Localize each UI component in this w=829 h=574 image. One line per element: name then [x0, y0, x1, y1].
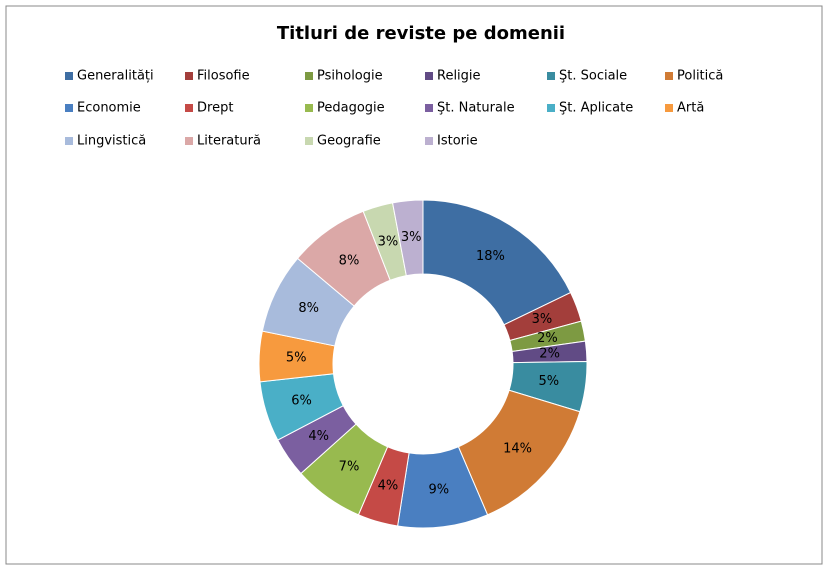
data-label: 14% — [503, 441, 532, 456]
data-label: 3% — [532, 312, 553, 327]
legend-label: Politică — [677, 69, 723, 84]
legend-label: Lingvistică — [77, 134, 146, 149]
legend-swatch — [65, 72, 73, 80]
donut-slice — [391, 199, 424, 277]
data-label: 6% — [291, 393, 312, 408]
legend-swatch — [547, 72, 555, 80]
legend-label: Şt. Naturale — [437, 101, 515, 116]
legend-swatch — [185, 104, 193, 112]
legend-label: Istorie — [437, 134, 478, 149]
legend-label: Generalități — [77, 69, 154, 84]
data-label: 2% — [537, 331, 558, 346]
data-label: 3% — [378, 234, 399, 249]
legend-label: Religie — [437, 69, 481, 84]
data-label: 7% — [339, 460, 360, 475]
legend-swatch — [665, 104, 673, 112]
legend-swatch — [305, 72, 313, 80]
legend-label: Drept — [197, 101, 233, 116]
legend-swatch — [185, 137, 193, 145]
legend-label: Literatură — [197, 134, 261, 149]
legend-swatch — [65, 104, 73, 112]
data-label: 4% — [378, 479, 399, 494]
data-label: 5% — [538, 374, 559, 389]
data-label: 9% — [428, 483, 449, 498]
data-label: 2% — [539, 347, 560, 362]
legend-label: Economie — [77, 101, 141, 116]
legend-swatch — [305, 137, 313, 145]
legend-label: Artă — [677, 101, 704, 116]
data-label: 3% — [401, 230, 422, 245]
legend-swatch — [65, 137, 73, 145]
legend-label: Şt. Aplicate — [559, 101, 633, 116]
legend-label: Psihologie — [317, 69, 383, 84]
legend-label: Filosofie — [197, 69, 250, 84]
legend-label: Şt. Sociale — [559, 69, 627, 84]
donut-slice — [422, 199, 572, 326]
legend-label: Geografie — [317, 134, 381, 149]
chart-title: Titluri de reviste pe domenii — [277, 23, 565, 44]
data-label: 8% — [298, 301, 319, 316]
legend-swatch — [665, 72, 673, 80]
data-label: 8% — [339, 253, 360, 268]
legend-swatch — [425, 137, 433, 145]
legend-swatch — [305, 104, 313, 112]
legend-swatch — [185, 72, 193, 80]
data-label: 4% — [308, 429, 329, 444]
legend-label: Pedagogie — [317, 101, 385, 116]
legend-swatch — [425, 72, 433, 80]
data-label: 18% — [476, 249, 505, 264]
data-label: 5% — [286, 351, 307, 366]
legend-swatch — [547, 104, 555, 112]
legend-swatch — [425, 104, 433, 112]
